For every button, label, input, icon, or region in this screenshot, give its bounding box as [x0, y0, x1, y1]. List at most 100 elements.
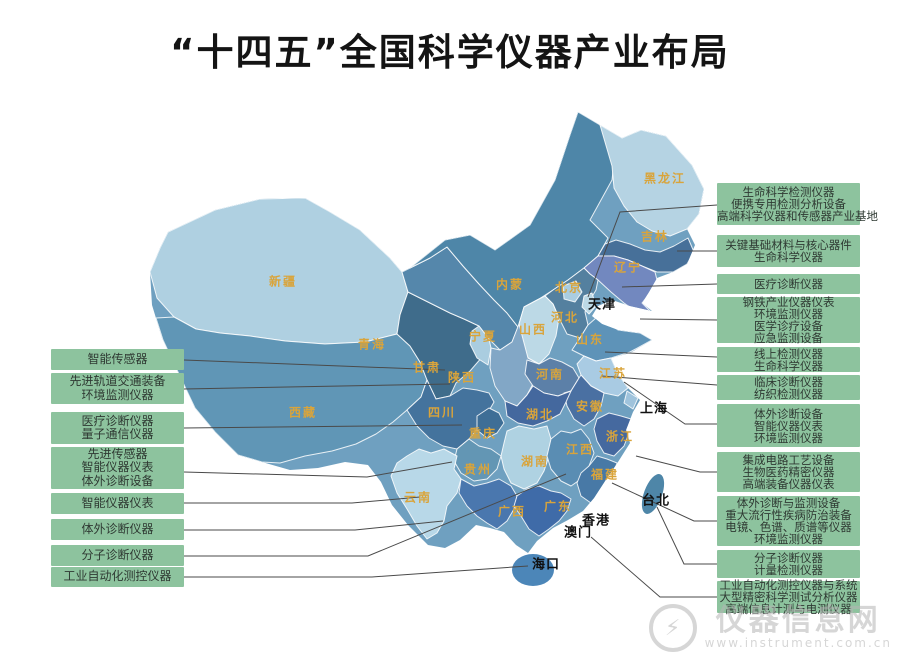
province-label-anhui: 安徽	[576, 399, 604, 414]
province-shape-zhejiang	[593, 412, 632, 457]
province-label-ningxia: 宁夏	[469, 329, 497, 344]
industry-label-box-right-3: 医疗诊断仪器	[717, 274, 860, 294]
connector-line-right-5	[604, 351, 718, 358]
connector-line-right-4	[639, 318, 718, 321]
province-shape-ningxia	[469, 325, 492, 366]
industry-label-line: 先进轨道交通装备	[69, 374, 166, 388]
province-label-gansu: 甘肃	[413, 360, 441, 375]
industry-label-box-right-10: 分子诊断仪器 计量检测仪器	[717, 550, 860, 578]
province-label-yunnan: 云南	[404, 490, 432, 505]
industry-label-line: 电镜、色谱、质谱等仪器	[725, 520, 852, 534]
industry-label-box-left-3: 医疗诊断仪器 量子通信仪器	[51, 412, 184, 444]
province-shape-xinjiang	[150, 197, 409, 345]
industry-label-box-right-5: 线上检测仪器 生命科学仪器	[717, 347, 860, 372]
province-shape-hunan	[500, 425, 552, 490]
province-shape-guangxi	[458, 478, 518, 530]
industry-label-box-right-2: 关键基础材料与核心器件 生命科学仪器	[717, 235, 860, 267]
industry-label-line: 钢铁产业仪器仪表	[742, 295, 835, 309]
industry-label-line: 便携专用检测分析设备	[731, 197, 846, 211]
industry-label-box-right-11: 工业自动化测控仪器与系统 大型精密科学测试分析仪器 高端信息计测与电测仪器	[717, 579, 860, 616]
connector-line-left-6	[184, 520, 444, 531]
province-label-shanxi: 山西	[519, 322, 547, 337]
industry-label-line: 大型精密科学测试分析仪器	[719, 590, 858, 604]
province-label-neimeng: 内蒙	[496, 277, 524, 292]
province-label-hebei: 河北	[550, 310, 579, 325]
industry-label-line: 智能仪器仪表	[81, 460, 154, 475]
industry-label-line: 应急监测设备	[754, 331, 823, 345]
province-label-sichuan: 四川	[428, 406, 456, 420]
industry-label-line: 生命科学仪器	[754, 250, 823, 264]
connector-line-right-9	[611, 482, 717, 522]
industry-label-box-right-1: 生命科学检测仪器 便携专用检测分析设备 高端科学仪器和传感器产业基地	[717, 183, 878, 225]
province-shape-yunnan	[390, 448, 462, 540]
province-shape-guangdong	[513, 485, 572, 537]
province-label-henan: 河南	[535, 367, 564, 382]
province-label-xinjiang: 新疆	[269, 274, 297, 289]
industry-label-line: 体外诊断设备	[754, 406, 823, 421]
province-label-heilongjiang: 黑龙江	[644, 171, 686, 186]
province-shape-hainan	[512, 554, 554, 586]
industry-label-line: 工业自动化测控仪器	[63, 569, 172, 584]
industry-label-box-right-4: 钢铁产业仪器仪表 环境监测仪器 医学诊疗设备 应急监测设备	[717, 295, 860, 345]
province-shape-anhui	[563, 374, 605, 427]
province-shape-taiwan	[641, 474, 665, 514]
province-label-guangxi: 广西	[498, 504, 526, 519]
province-label-hunan: 湖南	[521, 454, 549, 469]
connector-line-right-3	[621, 283, 718, 288]
industry-label-line: 关键基础材料与核心器件	[725, 238, 852, 252]
industry-label-box-right-6: 临床诊断仪器 纺织检测仪器	[717, 375, 860, 400]
connector-line-right-7	[623, 381, 717, 425]
industry-label-line: 医疗诊断仪器	[754, 277, 823, 291]
industry-label-box-left-5: 智能仪器仪表	[51, 493, 184, 514]
connector-line-right-6	[601, 375, 718, 386]
industry-label-box-right-9: 体外诊断与监测设备 重大流行性疾病防治装备 电镜、色谱、质谱等仪器 环境监测仪器	[717, 496, 860, 546]
province-label-liaoning: 辽宁	[614, 260, 642, 275]
industry-label-line: 环境监测仪器	[754, 430, 823, 445]
industry-label-box-left-6: 体外诊断仪器	[51, 519, 184, 540]
industry-label-line: 高端信息计测与电测仪器	[725, 602, 852, 616]
industry-label-line: 智能仪器仪表	[81, 495, 154, 510]
industry-label-line: 高端科学仪器和传感器产业基地	[717, 209, 878, 223]
connector-line-left-2	[183, 383, 451, 390]
industry-label-line: 量子通信仪器	[81, 427, 154, 441]
province-label-xizang: 西藏	[289, 405, 317, 420]
page-title: “十四五”全国科学仪器产业布局	[170, 31, 730, 74]
province-shape-chongqing	[476, 407, 505, 439]
province-shape-guizhou	[453, 438, 502, 482]
province-shape-shanghai	[623, 390, 639, 410]
industry-label-line: 重大流行性疾病防治装备	[725, 508, 852, 522]
industry-label-line: 智能仪器仪表	[754, 418, 823, 433]
province-shape-hubei	[504, 385, 572, 427]
connector-line-left-1	[183, 359, 446, 371]
industry-label-line: 分子诊断仪器	[81, 547, 154, 562]
province-label-macau: 澳门	[564, 525, 592, 541]
connector-line-left-8	[184, 565, 529, 578]
province-label-fujian: 福建	[590, 467, 619, 482]
province-label-jiangsu: 江苏	[599, 366, 627, 381]
connector-line-right-8	[635, 455, 717, 473]
industry-label-line: 医疗诊断仪器	[81, 413, 154, 428]
connector-line-right-10	[656, 506, 717, 565]
province-shape-beijing	[562, 280, 583, 303]
province-label-chongqing: 重庆	[469, 426, 497, 441]
industry-label-line: 线上检测仪器	[754, 346, 823, 361]
connector-line-left-3	[183, 424, 463, 429]
industry-label-line: 生物医药精密仪器	[742, 465, 835, 479]
province-label-jilin: 吉林	[641, 229, 669, 244]
province-label-guangdong: 广东	[544, 499, 572, 514]
province-label-taipei: 台北	[642, 493, 670, 509]
industry-label-line: 集成电路工艺设备	[742, 453, 835, 467]
industry-label-line: 体外诊断仪器	[81, 521, 154, 536]
province-label-hubei: 湖北	[526, 407, 554, 422]
connector-line-right-1	[587, 204, 718, 298]
province-label-shanghai: 上海	[640, 401, 668, 417]
industry-label-box-left-4: 先进传感器 智能仪器仪表 体外诊断设备	[51, 447, 184, 489]
province-label-guizhou: 贵州	[464, 462, 492, 477]
industry-label-line: 医学诊疗设备	[754, 319, 823, 333]
industry-label-line: 智能传感器	[87, 351, 148, 366]
industry-label-line: 生命科学检测仪器	[742, 185, 835, 199]
connector-line-left-7	[184, 473, 567, 557]
connector-lines-layer	[183, 204, 718, 598]
province-label-shaanxi: 陕西	[448, 370, 476, 385]
